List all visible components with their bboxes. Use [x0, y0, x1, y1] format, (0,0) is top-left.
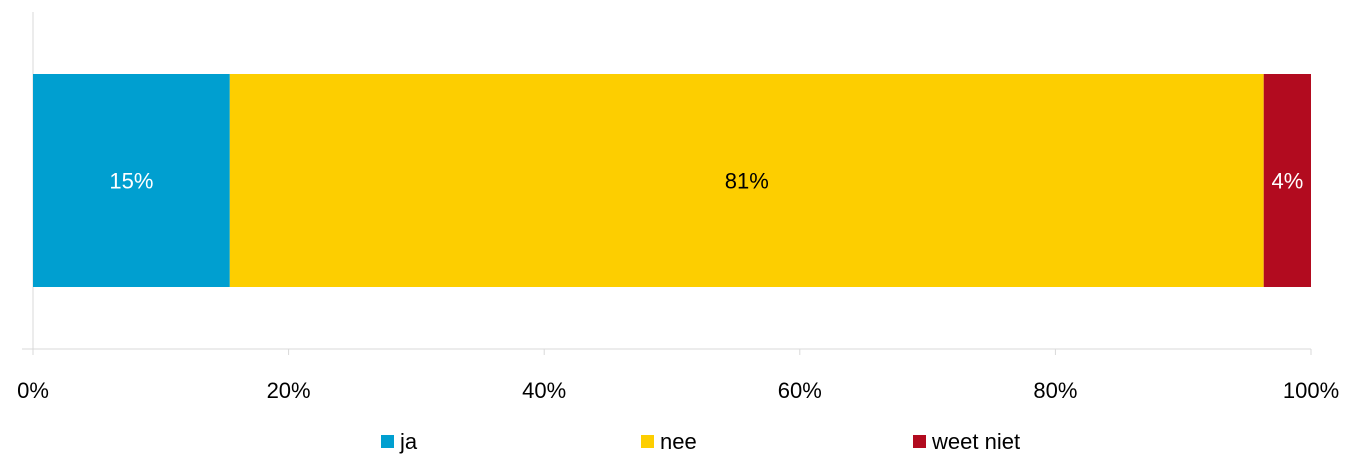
bar-segment-weet-niet — [1263, 74, 1311, 287]
x-axis-ticks: 0% 20% 40% 60% 80% 100% — [17, 349, 1339, 403]
x-tick-label: 80% — [1033, 378, 1077, 403]
legend-swatch-nee — [641, 435, 654, 448]
legend-label-weet-niet: weet niet — [931, 429, 1020, 454]
x-tick-label: 20% — [267, 378, 311, 403]
legend-swatch-weet-niet — [913, 435, 926, 448]
legend-label-nee: nee — [660, 429, 697, 454]
x-tick-label: 100% — [1283, 378, 1339, 403]
x-tick-label: 40% — [522, 378, 566, 403]
legend-label-ja: ja — [399, 429, 418, 454]
bar-segments — [33, 74, 1311, 287]
data-label-weet-niet: 4% — [1271, 169, 1303, 194]
bar-segment-ja — [33, 74, 230, 287]
data-label-nee: 81% — [725, 169, 769, 194]
legend-swatch-ja — [381, 435, 394, 448]
data-labels: 15% 81% 4% — [109, 169, 1303, 194]
data-label-ja: 15% — [109, 169, 153, 194]
x-tick-label: 60% — [778, 378, 822, 403]
bar-segment-nee — [229, 74, 1264, 287]
x-tick-label: 0% — [17, 378, 49, 403]
legend: ja nee weet niet — [381, 429, 1020, 454]
